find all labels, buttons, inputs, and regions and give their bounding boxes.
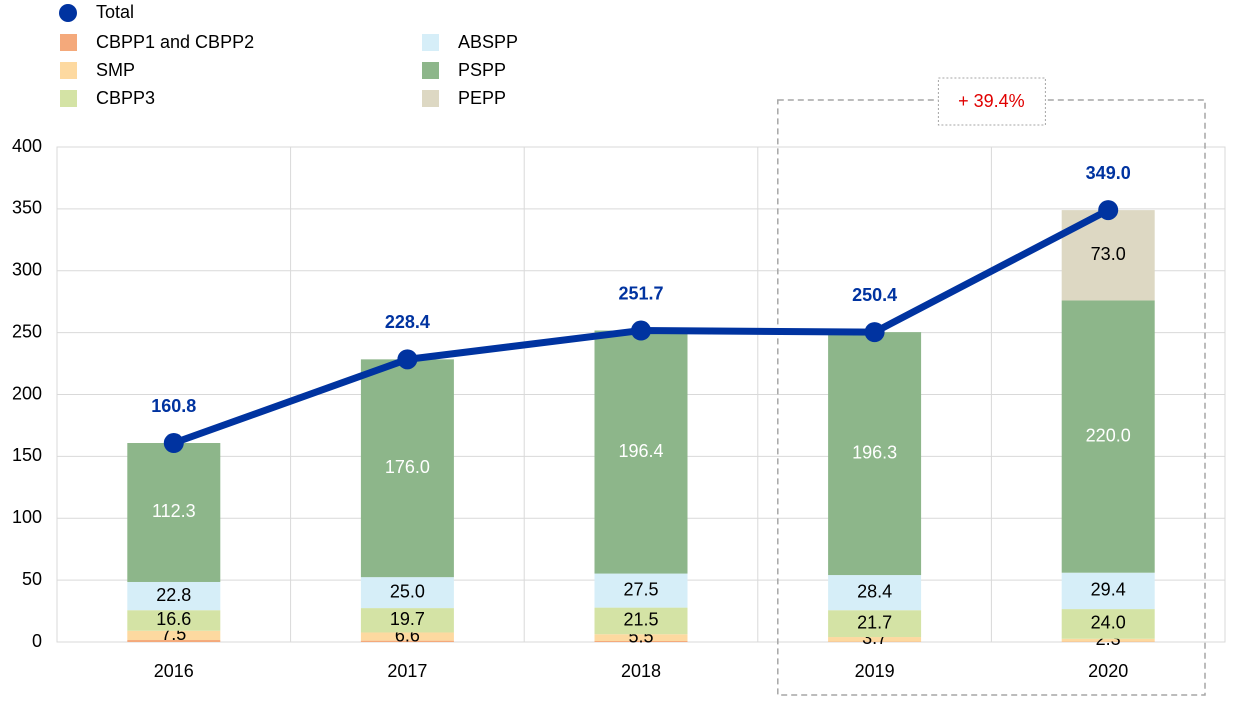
x-tick-label: 2018 xyxy=(621,661,661,681)
total-point xyxy=(164,433,184,453)
x-tick-label: 2020 xyxy=(1088,661,1128,681)
y-tick-label: 100 xyxy=(12,507,42,527)
legend-swatch xyxy=(422,62,439,79)
total-label: 251.7 xyxy=(618,283,663,303)
value-label: 112.3 xyxy=(152,501,196,521)
total-label: 160.8 xyxy=(151,396,196,416)
value-label: 27.5 xyxy=(623,579,658,599)
legend-swatch xyxy=(422,90,439,107)
legend-swatch xyxy=(60,62,77,79)
legend-label: CBPP3 xyxy=(96,88,155,108)
legend-label: ABSPP xyxy=(458,32,518,52)
value-label: 19.7 xyxy=(390,609,425,629)
legend-label: CBPP1 and CBPP2 xyxy=(96,32,254,52)
legend-label: Total xyxy=(96,2,134,22)
total-point xyxy=(631,321,651,341)
value-label: 22.8 xyxy=(156,585,191,605)
value-label: 29.4 xyxy=(1091,580,1126,600)
legend-label: PEPP xyxy=(458,88,506,108)
y-tick-label: 250 xyxy=(12,321,42,341)
legend-swatch xyxy=(60,34,77,51)
value-label: 24.0 xyxy=(1091,613,1126,633)
annotation: + 39.4% xyxy=(958,91,1025,111)
total-point xyxy=(1098,200,1118,220)
value-label: 25.0 xyxy=(390,581,425,601)
y-tick-label: 400 xyxy=(12,136,42,156)
value-label: 220.0 xyxy=(1086,425,1131,445)
legend-swatch xyxy=(422,34,439,51)
value-label: 176.0 xyxy=(385,457,430,477)
value-label: 73.0 xyxy=(1091,244,1126,264)
y-tick-label: 350 xyxy=(12,198,42,218)
legend-swatch xyxy=(60,90,77,107)
total-label: 349.0 xyxy=(1086,163,1131,183)
legend-label: PSPP xyxy=(458,60,506,80)
value-label: 21.7 xyxy=(857,612,892,632)
y-tick-label: 50 xyxy=(22,569,42,589)
y-tick-label: 0 xyxy=(32,631,42,651)
total-point xyxy=(397,349,417,369)
value-label: 196.3 xyxy=(852,442,897,462)
total-point xyxy=(865,322,885,342)
y-tick-label: 150 xyxy=(12,445,42,465)
x-tick-label: 2016 xyxy=(154,661,194,681)
y-tick-label: 300 xyxy=(12,260,42,280)
value-label: 21.5 xyxy=(623,610,658,630)
legend-label: SMP xyxy=(96,60,135,80)
value-label: 16.6 xyxy=(156,609,191,629)
x-tick-label: 2017 xyxy=(387,661,427,681)
total-label: 228.4 xyxy=(385,312,430,332)
x-tick-label: 2019 xyxy=(855,661,895,681)
value-label: 196.4 xyxy=(618,441,663,461)
y-tick-label: 200 xyxy=(12,383,42,403)
legend-marker xyxy=(59,4,77,22)
value-label: 28.4 xyxy=(857,581,892,601)
total-label: 250.4 xyxy=(852,285,897,305)
